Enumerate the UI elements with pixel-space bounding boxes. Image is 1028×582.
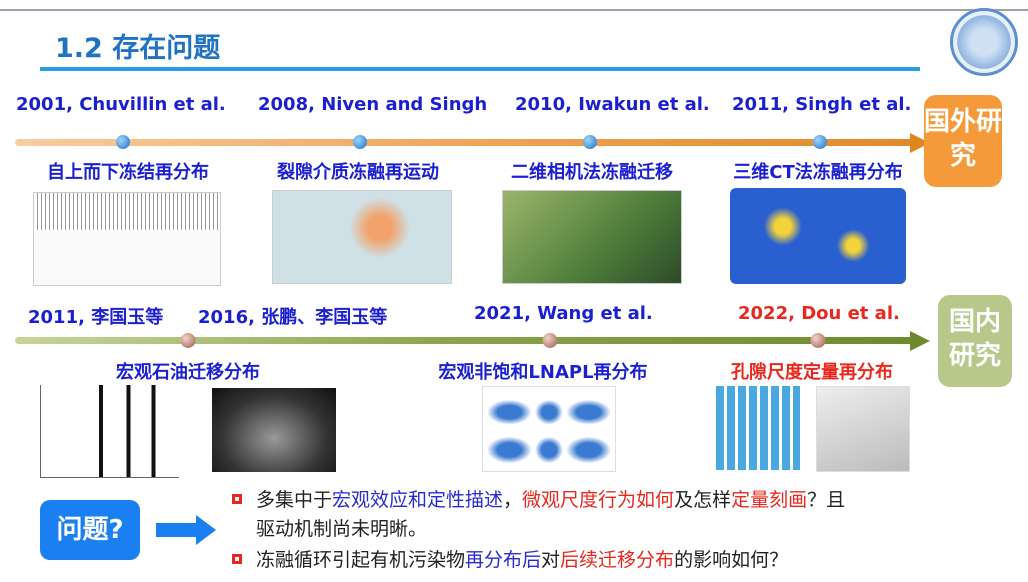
timeline-dot [542, 333, 558, 348]
timeline-dot [353, 135, 367, 149]
timeline-dot [583, 135, 597, 149]
oil-migration-chart-image [40, 385, 179, 478]
domestic-topic-2: 宏观石油迁移分布 [116, 362, 260, 383]
arrow-right-icon [156, 523, 198, 537]
foreign-research-badge: 国外研究 [924, 95, 1002, 187]
timeline-dot [810, 333, 826, 348]
domestic-year-3: 2021, Wang et al. [474, 303, 653, 324]
timeline-dot [813, 135, 827, 149]
foreign-timeline-arrow [15, 139, 915, 146]
foreign-year-4: 2011, Singh et al. [732, 94, 912, 115]
pore-scale-chart-image [716, 386, 800, 470]
domestic-year-1: 2011, 李国玉等 [28, 307, 164, 328]
camera-method-image [502, 190, 682, 284]
title-underline [40, 67, 920, 71]
timeline-dot [180, 333, 196, 348]
foreign-topic-3: 二维相机法冻融迁移 [511, 162, 673, 183]
page-title: 1.2 存在问题 [55, 33, 221, 64]
problem-bullet-1-line2: 驱动机制尚未明晰。 [256, 518, 428, 540]
domestic-year-4: 2022, Dou et al. [738, 303, 900, 324]
bullet-icon [232, 494, 242, 504]
top-border [0, 9, 1028, 11]
foreign-topic-2: 裂隙介质冻融再运动 [277, 162, 439, 183]
foreign-topic-4: 三维CT法冻融再分布 [733, 162, 903, 183]
experiment-photo-image [212, 388, 336, 472]
foreign-year-1: 2001, Chuvillin et al. [16, 94, 226, 115]
foreign-topic-1: 自上而下冻结再分布 [47, 162, 209, 183]
problem-bullet-1: 多集中于宏观效应和定性描述，微观尺度行为如何及怎样定量刻画？且 [256, 489, 846, 511]
university-logo [950, 8, 1018, 76]
fracture-media-image [272, 190, 452, 284]
ct-3d-image [730, 188, 906, 284]
bullet-icon [232, 554, 242, 564]
domestic-timeline-arrow [15, 337, 915, 344]
problem-bullet-2: 冻融循环引起有机污染物再分布后对后续迁移分布的影响如何？ [256, 549, 789, 571]
domestic-research-badge: 国内研究 [938, 295, 1012, 387]
timeline-dot [116, 135, 130, 149]
freezing-sketch-image [33, 192, 221, 286]
problem-box: 问题? [40, 500, 140, 560]
domestic-year-2: 2016, 张鹏、李国玉等 [198, 307, 388, 328]
domestic-topic-3: 宏观非饱和LNAPL再分布 [438, 362, 648, 383]
arrow-right-icon-head [196, 515, 216, 545]
lnapl-distribution-image [482, 386, 616, 472]
arrow-head [910, 331, 930, 351]
equipment-image [816, 386, 910, 472]
domestic-topic-4: 孔隙尺度定量再分布 [731, 362, 893, 383]
foreign-year-2: 2008, Niven and Singh [258, 94, 488, 115]
foreign-year-3: 2010, Iwakun et al. [515, 94, 710, 115]
